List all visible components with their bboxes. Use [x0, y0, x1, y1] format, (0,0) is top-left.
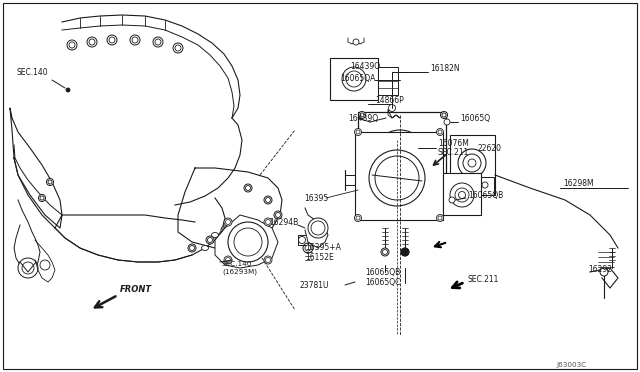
Circle shape — [372, 130, 428, 186]
Circle shape — [401, 248, 409, 256]
Circle shape — [381, 248, 389, 256]
Bar — [295, 17, 628, 355]
Text: 16395+A: 16395+A — [305, 244, 341, 253]
Circle shape — [40, 260, 50, 270]
Text: SEC.140: SEC.140 — [16, 67, 47, 77]
Circle shape — [264, 196, 272, 204]
Circle shape — [388, 105, 396, 112]
Circle shape — [401, 248, 409, 256]
Circle shape — [358, 112, 365, 119]
Circle shape — [342, 67, 366, 91]
Circle shape — [274, 211, 282, 219]
Ellipse shape — [252, 232, 259, 237]
Ellipse shape — [232, 237, 239, 243]
Text: 16065QC: 16065QC — [365, 279, 401, 288]
Circle shape — [450, 183, 474, 207]
Circle shape — [308, 218, 328, 238]
Text: 16065QA: 16065QA — [340, 74, 376, 83]
Circle shape — [18, 258, 38, 278]
Text: 23781U: 23781U — [300, 280, 330, 289]
Circle shape — [264, 218, 272, 226]
Text: J63003C: J63003C — [556, 362, 586, 368]
Text: 16076M: 16076M — [438, 138, 469, 148]
Text: 16065Q: 16065Q — [460, 113, 490, 122]
Circle shape — [482, 182, 488, 188]
Circle shape — [224, 256, 232, 264]
Circle shape — [436, 215, 444, 221]
Text: 16439Q: 16439Q — [350, 61, 380, 71]
Circle shape — [440, 192, 447, 199]
Circle shape — [264, 256, 272, 264]
Circle shape — [458, 149, 486, 177]
Bar — [378, 67, 398, 95]
Circle shape — [440, 112, 447, 119]
Bar — [330, 58, 378, 100]
Bar — [355, 132, 443, 220]
Bar — [443, 173, 481, 215]
Circle shape — [173, 43, 183, 53]
Ellipse shape — [211, 232, 218, 237]
Text: SEC.211: SEC.211 — [468, 276, 499, 285]
Circle shape — [358, 192, 365, 199]
Circle shape — [38, 195, 45, 202]
Circle shape — [228, 222, 268, 262]
Polygon shape — [215, 215, 278, 268]
Circle shape — [47, 179, 54, 186]
Circle shape — [66, 88, 70, 92]
Text: 16395: 16395 — [304, 193, 328, 202]
Circle shape — [355, 128, 362, 135]
Circle shape — [206, 236, 214, 244]
Ellipse shape — [202, 246, 209, 250]
Circle shape — [436, 128, 444, 135]
Circle shape — [449, 197, 455, 203]
Text: 22620: 22620 — [478, 144, 502, 153]
Circle shape — [298, 237, 305, 244]
Circle shape — [221, 226, 229, 234]
Circle shape — [244, 184, 252, 192]
Text: SEC.211: SEC.211 — [438, 148, 469, 157]
Bar — [345, 195, 558, 335]
Circle shape — [130, 35, 140, 45]
Circle shape — [444, 119, 450, 125]
Text: 16439Q: 16439Q — [348, 113, 378, 122]
Text: 16065QB: 16065QB — [365, 267, 400, 276]
Bar — [358, 112, 446, 200]
Ellipse shape — [221, 247, 228, 253]
Circle shape — [224, 218, 232, 226]
Circle shape — [369, 150, 425, 206]
Circle shape — [67, 40, 77, 50]
Circle shape — [600, 268, 608, 276]
Text: 16294B: 16294B — [269, 218, 298, 227]
Text: 14866P: 14866P — [375, 96, 404, 105]
Circle shape — [303, 243, 313, 253]
Circle shape — [355, 215, 362, 221]
Text: SEC.140
(16293M): SEC.140 (16293M) — [222, 261, 257, 275]
Text: 16065QB: 16065QB — [468, 190, 503, 199]
Bar — [450, 135, 495, 195]
Circle shape — [107, 35, 117, 45]
Text: 16182N: 16182N — [430, 64, 460, 73]
Text: FRONT: FRONT — [120, 285, 152, 295]
Circle shape — [353, 39, 359, 45]
Circle shape — [87, 37, 97, 47]
Text: 16298M: 16298M — [563, 179, 594, 187]
Text: 16152E: 16152E — [305, 253, 333, 263]
Circle shape — [188, 244, 196, 252]
Bar — [452, 177, 494, 195]
Circle shape — [457, 182, 463, 188]
Text: 16292: 16292 — [588, 266, 612, 275]
Circle shape — [153, 37, 163, 47]
